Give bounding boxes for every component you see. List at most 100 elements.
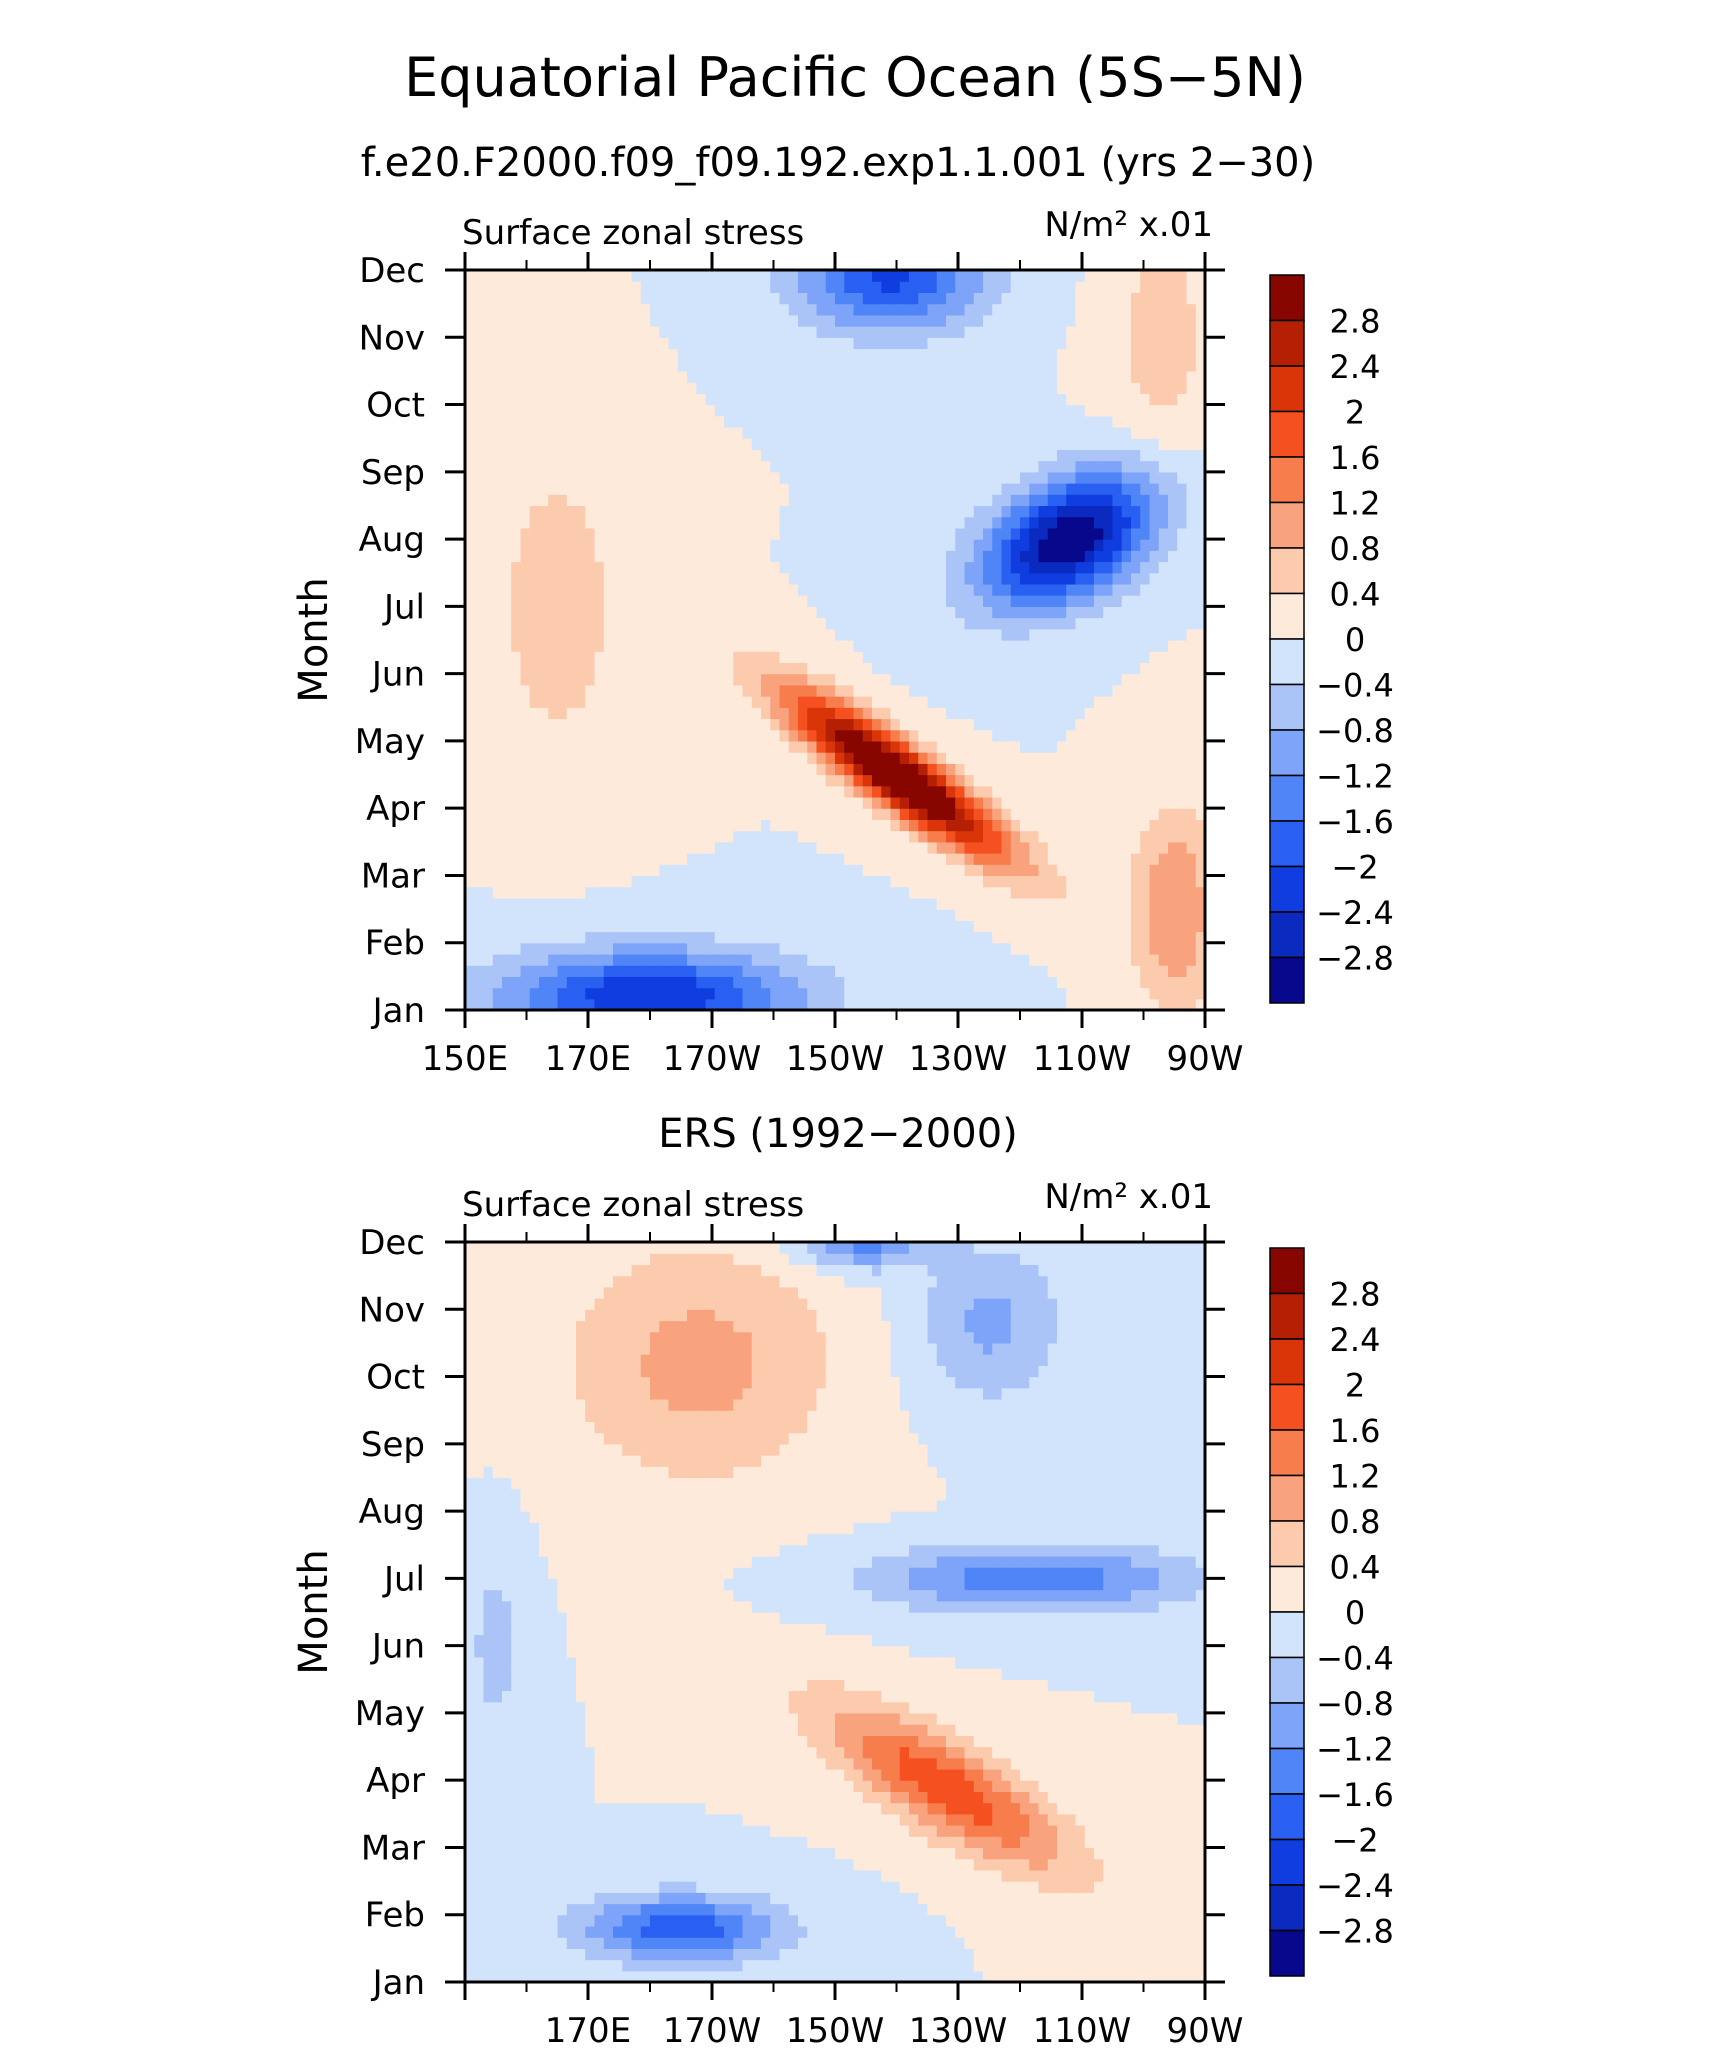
contour-cell xyxy=(909,539,919,551)
contour-cell xyxy=(835,864,845,877)
contour-cell xyxy=(844,628,855,641)
contour-cell xyxy=(955,640,966,652)
contour-cell xyxy=(1020,673,1030,686)
contour-cell xyxy=(1075,550,1086,563)
contour-cell xyxy=(983,281,993,294)
contour-cell xyxy=(909,303,919,316)
contour-cell xyxy=(1121,303,1132,316)
contour-cell xyxy=(862,864,873,877)
contour-cell xyxy=(1158,774,1169,787)
contour-cell xyxy=(529,561,540,574)
contour-cell xyxy=(1158,830,1169,843)
contour-cell xyxy=(492,841,503,854)
contour-cell xyxy=(742,897,753,910)
contour-cell xyxy=(816,393,827,406)
contour-cell xyxy=(1094,684,1104,697)
contour-cell xyxy=(927,684,938,697)
contour-cell xyxy=(640,796,651,809)
contour-cell xyxy=(520,796,531,809)
contour-cell xyxy=(733,314,744,327)
contour-cell xyxy=(825,270,836,282)
contour-cell xyxy=(899,270,910,282)
contour-cell xyxy=(1131,326,1141,338)
contour-cell xyxy=(576,886,586,899)
contour-cell xyxy=(603,483,614,495)
contour-cell xyxy=(1029,684,1040,697)
contour-cell xyxy=(511,673,522,686)
contour-cell xyxy=(807,438,818,450)
contour-cell xyxy=(696,942,707,955)
contour-cell xyxy=(946,382,956,394)
contour-cell xyxy=(946,561,956,574)
contour-cell xyxy=(687,292,697,305)
contour-cell xyxy=(622,729,633,742)
contour-cell xyxy=(853,651,864,664)
contour-cell xyxy=(705,886,716,899)
contour-cell xyxy=(761,303,771,316)
contour-cell xyxy=(918,483,929,495)
contour-cell xyxy=(964,718,975,731)
contour-cell xyxy=(825,415,836,428)
contour-cell xyxy=(927,281,938,294)
contour-cell xyxy=(1066,449,1077,462)
contour-cell xyxy=(1020,752,1030,764)
contour-cell xyxy=(1140,606,1151,619)
contour-cell xyxy=(872,281,882,294)
contour-cell xyxy=(788,965,799,977)
contour-cell xyxy=(835,527,845,540)
contour-cell xyxy=(816,752,827,764)
contour-cell xyxy=(751,785,762,798)
contour-cell xyxy=(1020,897,1030,910)
contour-cell xyxy=(1158,651,1169,664)
contour-cell xyxy=(474,640,485,652)
contour-cell xyxy=(668,505,679,518)
contour-cell xyxy=(761,393,771,406)
contour-cell xyxy=(742,796,753,809)
contour-cell xyxy=(585,393,596,406)
contour-cell xyxy=(872,819,882,832)
contour-cell xyxy=(724,370,734,383)
contour-cell xyxy=(677,281,688,294)
contour-cell xyxy=(548,281,559,294)
contour-cell xyxy=(520,326,531,338)
contour-cell xyxy=(594,326,605,338)
contour-cell xyxy=(853,673,864,686)
contour-cell xyxy=(659,426,670,439)
contour-cell xyxy=(872,696,882,708)
contour-cell xyxy=(705,729,716,742)
contour-cell xyxy=(788,819,799,832)
contour-cell xyxy=(1010,348,1021,361)
contour-cell xyxy=(502,718,512,731)
contour-cell xyxy=(1084,348,1095,361)
contour-cell xyxy=(696,909,707,921)
contour-cell xyxy=(539,830,549,843)
contour-cell xyxy=(835,449,845,462)
contour-cell xyxy=(1047,640,1058,652)
contour-cell xyxy=(668,897,679,910)
contour-cell xyxy=(816,897,827,910)
contour-cell xyxy=(807,875,818,888)
contour-cell xyxy=(946,718,956,731)
contour-cell xyxy=(1010,920,1021,933)
contour-cell xyxy=(1112,572,1123,585)
contour-cell xyxy=(816,606,827,619)
contour-cell xyxy=(927,438,938,450)
contour-cell xyxy=(964,920,975,933)
contour-cell xyxy=(566,404,577,417)
contour-cell xyxy=(881,707,892,720)
contour-cell xyxy=(483,415,494,428)
contour-cell xyxy=(992,595,1003,607)
contour-cell xyxy=(936,393,947,406)
contour-cell xyxy=(798,886,808,899)
contour-cell xyxy=(724,920,734,933)
contour-cell xyxy=(964,662,975,675)
contour-cell xyxy=(622,853,633,865)
contour-cell xyxy=(825,494,836,507)
contour-cell xyxy=(1066,785,1077,798)
contour-cell xyxy=(816,830,827,843)
contour-cell xyxy=(751,909,762,921)
contour-cell xyxy=(724,875,734,888)
contour-cell xyxy=(659,640,670,652)
contour-cell xyxy=(1103,707,1114,720)
contour-cell xyxy=(557,483,568,495)
